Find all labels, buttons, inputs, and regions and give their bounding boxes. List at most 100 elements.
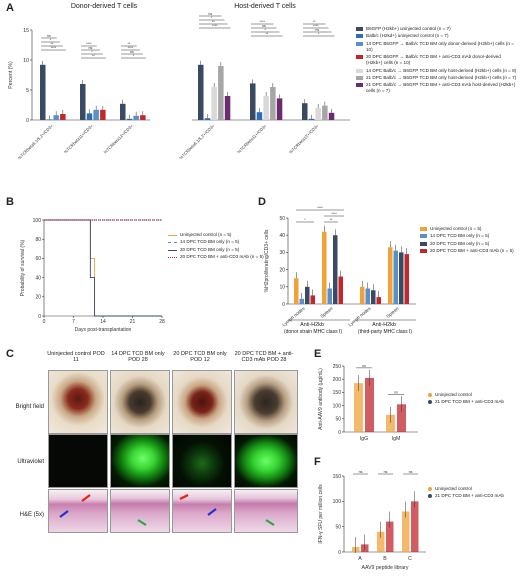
- bar-host: [276, 98, 283, 120]
- he-arrows: [59, 494, 275, 526]
- c-col-0: Uninjected control POD 11: [47, 351, 105, 364]
- d-group1-sub: (donor strain MHC class I): [283, 329, 343, 335]
- legend-a-text: 14 DPC Balb/c → B6GFP TCD BM only host-d…: [366, 67, 517, 73]
- host-title: Host-derived T cells: [234, 3, 296, 10]
- bar-d: [360, 286, 365, 304]
- significance-label: **: [330, 218, 333, 222]
- bar-d: [365, 288, 370, 304]
- y-tick-label: 80: [35, 237, 41, 243]
- significance-label: ns: [394, 390, 398, 394]
- legend-d-item: 20 DPC TCD BM only (n = 5): [420, 241, 518, 247]
- legend-a-item: B6GFP (H2kb+) uninjected control (n = 7): [356, 26, 518, 32]
- bar-d: [388, 247, 393, 304]
- bar-host: [218, 66, 224, 120]
- significance-label: ****: [331, 212, 337, 216]
- c-row-0: Bright field: [15, 404, 44, 410]
- x-tick-label: 14: [100, 319, 106, 325]
- x-tick-label: 28: [159, 319, 165, 325]
- bar-host: [328, 112, 335, 120]
- legend-a-item: 21 DPC Balb/c → B6GFP TCD BM only host-d…: [356, 75, 518, 81]
- y-tick-label: 0: [338, 430, 341, 436]
- bar-f: [411, 501, 419, 552]
- significance-label: **: [212, 20, 215, 24]
- y-tick-label: 0: [26, 118, 29, 124]
- legend-d: Uninjected control (n = 5) 14 DPC TCD BM…: [420, 226, 518, 256]
- bar-host: [256, 112, 263, 120]
- d-group2-title: Anti-H2kb: [372, 322, 396, 328]
- bar-donor: [133, 115, 139, 120]
- significance-label: *: [265, 28, 267, 32]
- legend-swatch: [356, 27, 363, 31]
- significance-label: ns: [262, 24, 266, 28]
- bar-host: [263, 96, 269, 120]
- legend-swatch: [356, 55, 363, 60]
- y-tick-label: 100: [333, 499, 342, 505]
- significance-label: *: [91, 50, 93, 54]
- significance-label: **: [265, 32, 268, 36]
- legend-e-item: 21 DPC TCD BM + anti-CD3 mAb: [428, 399, 518, 405]
- legend-a-text: B6GFP (H2kb+) uninjected control (n = 7): [366, 26, 451, 31]
- significance-label: ****: [51, 46, 57, 50]
- significance-label: *: [304, 218, 306, 222]
- y-tick-label: 10: [23, 58, 29, 64]
- legend-a-text: 20 DPC B6GFP → Balb/c TCD BM + anti-CD3 …: [366, 54, 501, 66]
- legend-f-text: 21 DPC TCD BM + anti-CD3 mAb: [435, 493, 504, 499]
- bar-donor: [46, 119, 53, 120]
- bar-host: [322, 105, 328, 120]
- legend-e: Uninjected control 21 DPC TCD BM + anti-…: [428, 392, 518, 407]
- legend-d-text: Uninjected control (n = 5): [430, 226, 482, 231]
- x-tick-label: 7: [72, 319, 75, 325]
- legend-a-text: 21 DPC Balb/c → B6GFP TCD BM + anti-CD3 …: [366, 82, 516, 94]
- x-tick-label: IgM: [392, 436, 401, 442]
- x-tick-label: %TCRbeta11+/CD3+: [236, 123, 268, 155]
- c-col-3: 20 DPC TCD BM + anti-CD3 mAb POD 28: [234, 351, 294, 364]
- x-tick-label: %TCRbeta11+/CD3+: [63, 123, 95, 155]
- bar-d: [376, 297, 381, 304]
- y-tick-label: 50: [335, 417, 341, 423]
- green-arrow: [137, 519, 147, 526]
- legend-a-text: 14 DPC B6GFP → Balb/c TCD BM only donor-…: [366, 40, 514, 52]
- he-histology-photo: [234, 489, 298, 533]
- y-tick-label: 0: [38, 314, 41, 320]
- red-arrow: [81, 494, 91, 502]
- x-tick-label: %TCRbeta5.1/5.2+/CD3+: [178, 123, 216, 161]
- significance-label: ns: [384, 470, 388, 474]
- c-row-2: H&E (5x): [19, 512, 44, 518]
- legend-swatch: [356, 75, 363, 80]
- significance-label: ns: [409, 470, 413, 474]
- ultraviolet-photo: [234, 434, 298, 488]
- bar-d: [305, 286, 310, 304]
- y-tick-label: 250: [333, 364, 342, 370]
- legend-b-item: 14 DPC TCD BM only (n = 5): [168, 239, 268, 245]
- significance-label: **: [127, 42, 130, 46]
- significance-label: ****: [212, 24, 218, 28]
- y-tick-label: 40: [279, 233, 285, 239]
- x-tick-label: %TCRbeta12+/CD3+: [103, 123, 135, 155]
- blue-arrow: [207, 508, 217, 516]
- legend-swatch: [428, 494, 432, 499]
- x-tick-label: B: [383, 556, 387, 562]
- legend-a-text: Balb/c (H2kd+) uninjected control (n = 7…: [366, 33, 449, 39]
- d-group2-sub: (third-party MHC class I): [357, 329, 413, 335]
- panel-b-label: B: [6, 196, 14, 208]
- bar-donor: [140, 115, 146, 120]
- c-col-1: 14 DPC TCD BM only POD 28: [111, 351, 165, 364]
- y-tick-label: 20: [279, 267, 285, 273]
- legend-b-item: Uninjected control (n = 5): [168, 232, 268, 238]
- legend-d-text: 20 DPC TCD BM + anti-CD3 mAb (n = 5): [430, 248, 514, 254]
- bar-d: [333, 235, 338, 304]
- x-tick-label: 0: [43, 319, 46, 325]
- legend-e-text: 21 DPC TCD BM + anti-CD3 mAb: [435, 399, 504, 405]
- bar-f: [402, 511, 410, 552]
- x-tick-label: C: [408, 556, 412, 562]
- legend-swatch: [428, 400, 432, 405]
- he-histology-photo: [110, 489, 170, 533]
- legend-f-text: Uninjected control: [435, 486, 472, 491]
- bar-donor: [40, 64, 46, 120]
- y-axis-label: IFN-γ SFU per million cells: [318, 484, 324, 544]
- legend-swatch: [428, 393, 432, 397]
- legend-a-item: 20 DPC B6GFP → Balb/c TCD BM + anti-CD3 …: [356, 54, 518, 66]
- bar-host: [315, 108, 321, 120]
- legend-swatch: [356, 41, 363, 46]
- legend-line: [168, 242, 177, 244]
